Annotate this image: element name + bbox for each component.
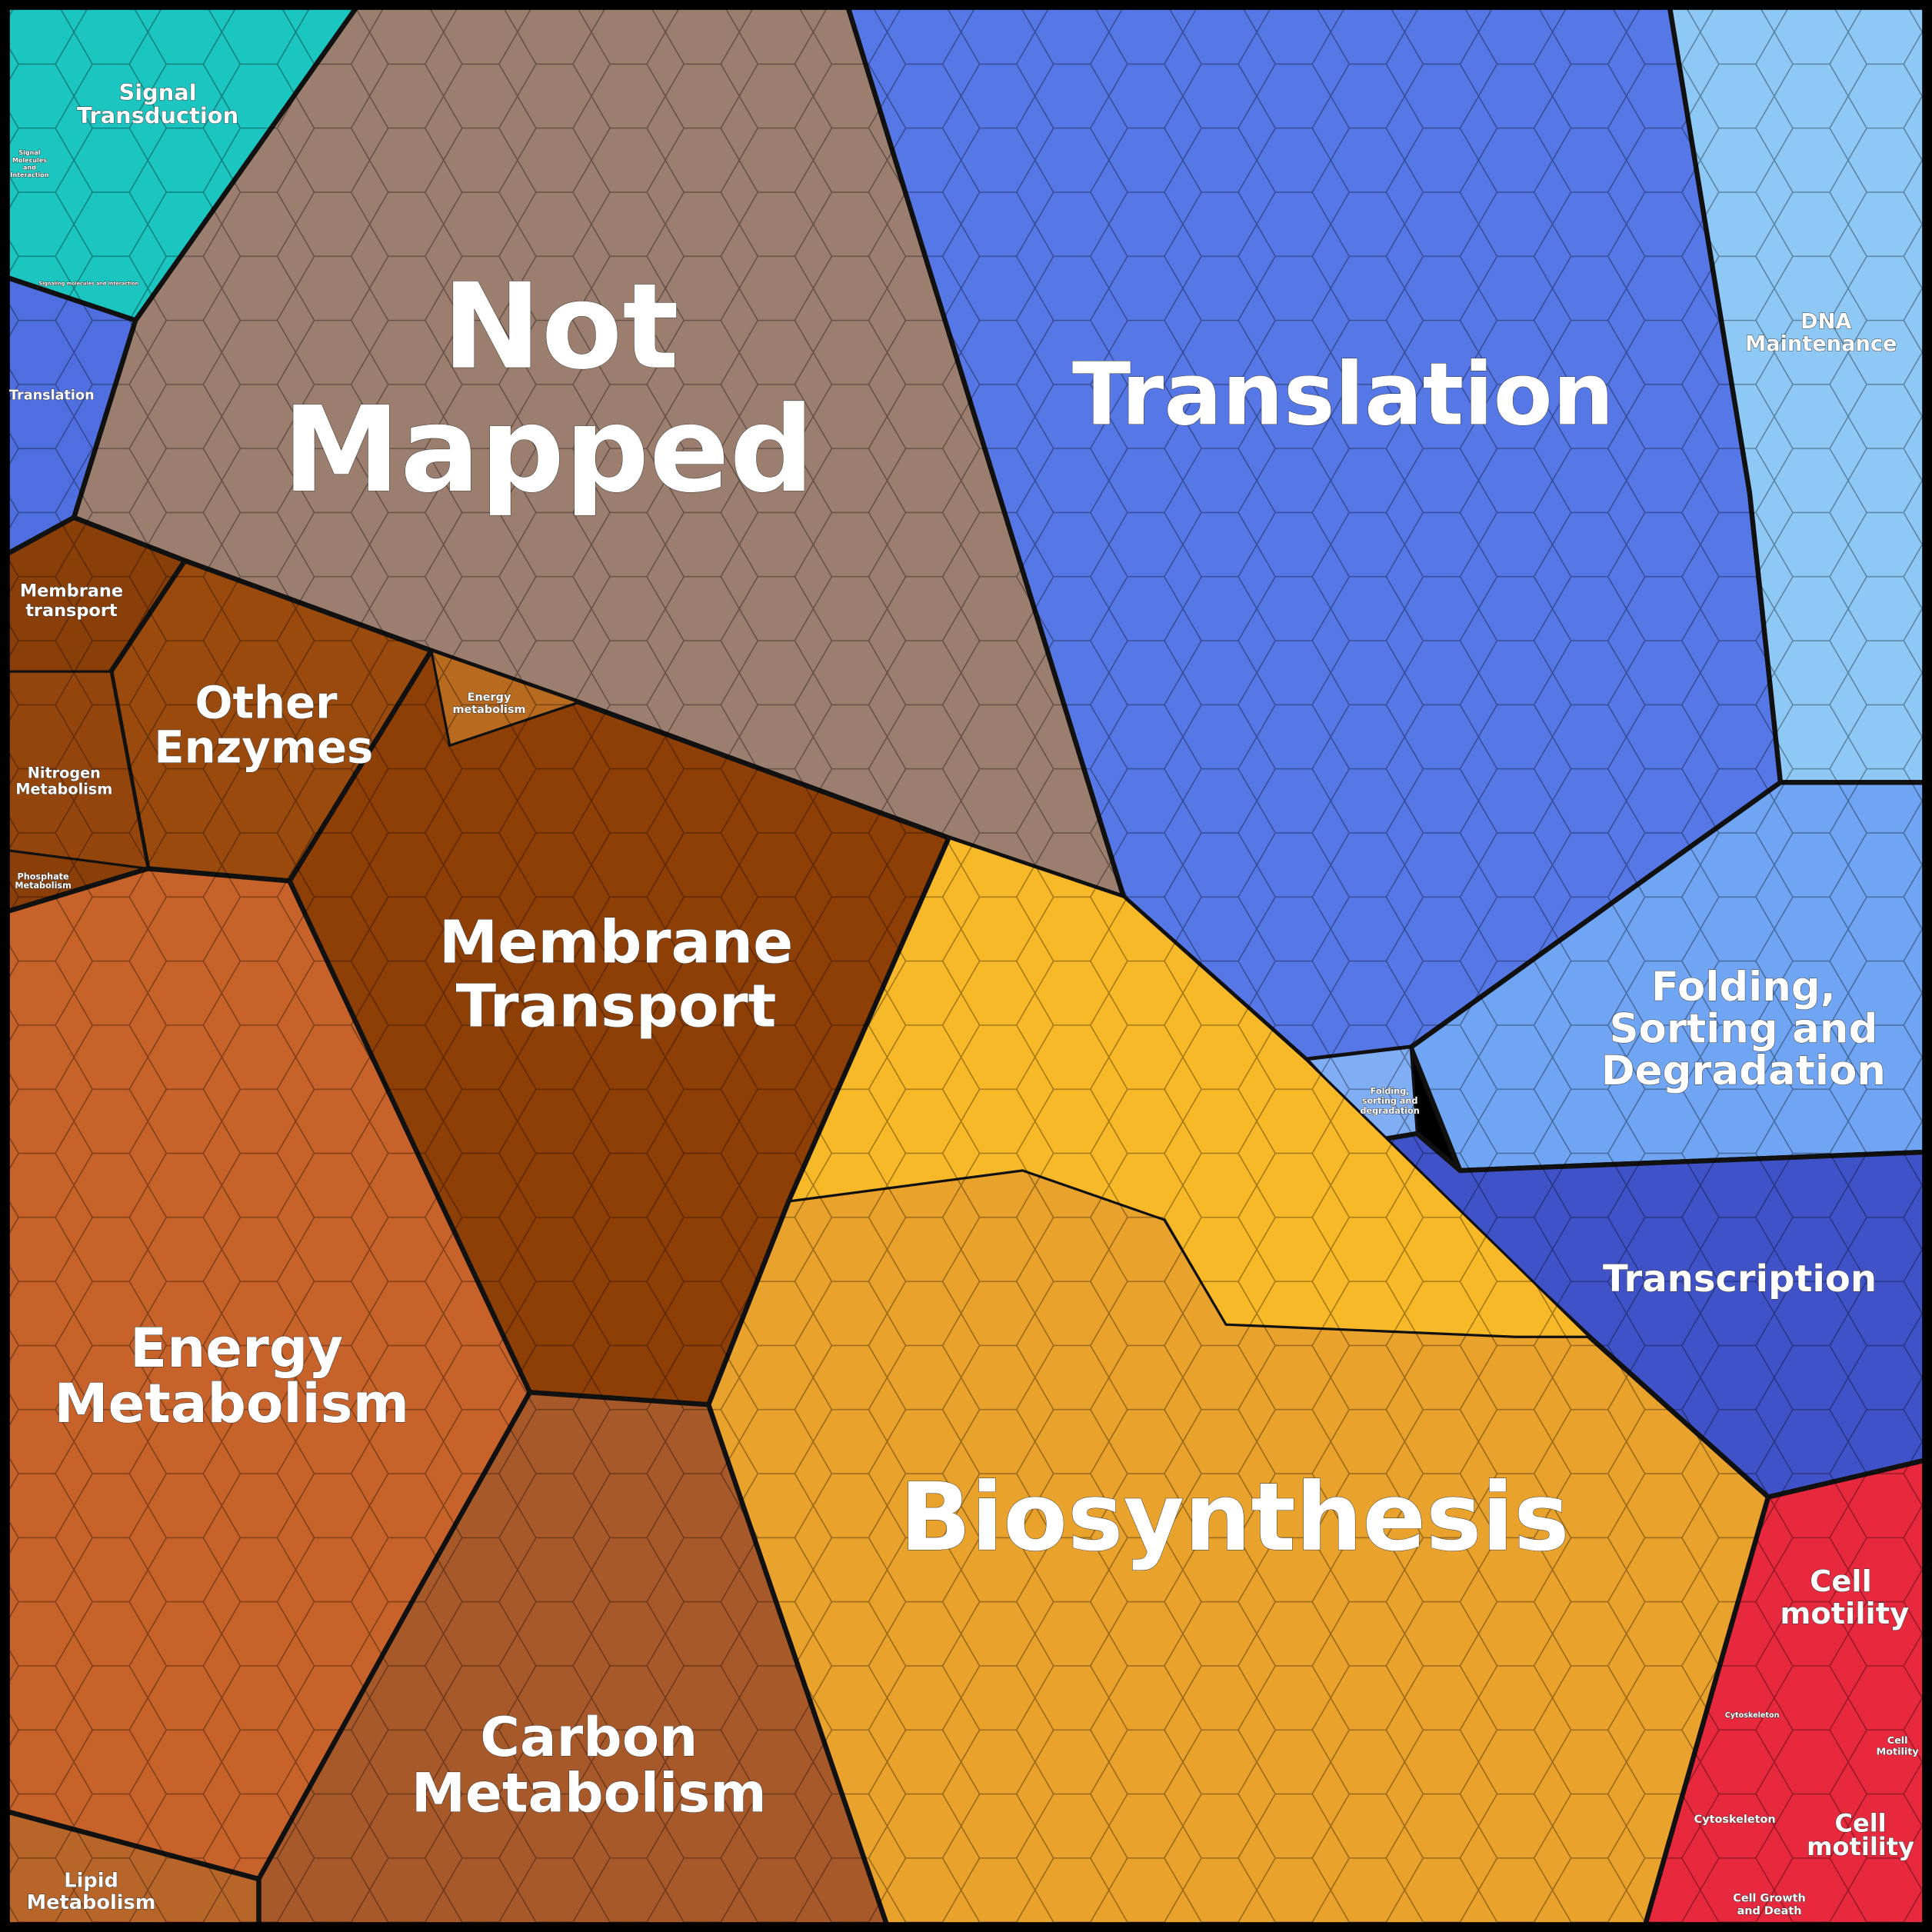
region-label: Translation xyxy=(9,388,95,403)
region-label: Folding, xyxy=(1371,1086,1410,1096)
region-label: Transduction xyxy=(77,102,238,128)
region-label: Motility xyxy=(1877,1747,1920,1758)
region-label: Transcription xyxy=(1603,1257,1877,1301)
region-label: degradation xyxy=(1361,1106,1420,1116)
region-label: Signal xyxy=(18,149,40,156)
region-label: Other xyxy=(195,677,338,729)
region-label: Interaction xyxy=(11,172,49,178)
region-label: Cell xyxy=(1834,1809,1886,1838)
region-label: Mapped xyxy=(282,381,814,519)
region-label: Cell xyxy=(1887,1735,1908,1747)
region-label: Signaling molecules and interaction xyxy=(39,280,139,286)
region-label: Membrane xyxy=(439,908,793,977)
region-label: Energy xyxy=(468,691,511,704)
region-label: Metabolism xyxy=(15,780,112,798)
region-label: Carbon xyxy=(480,1706,698,1769)
region-label: and Death xyxy=(1737,1905,1802,1917)
region-label: Cytoskeleton xyxy=(1725,1711,1780,1720)
region-label: motility xyxy=(1807,1832,1914,1861)
region-label: Degradation xyxy=(1601,1048,1886,1094)
region-label: Energy xyxy=(130,1317,343,1380)
region-label: Phosphate xyxy=(18,872,69,882)
region-label: Metabolism xyxy=(411,1761,767,1824)
cell-texture xyxy=(6,6,1926,1926)
region-label: Cell Growth xyxy=(1733,1893,1806,1905)
labels: Not Mapped Translation Biosynthesis Memb… xyxy=(8,78,1920,1917)
region-label: Lipid xyxy=(64,1869,118,1892)
region-label: sorting and xyxy=(1362,1096,1418,1106)
region-label: Folding, xyxy=(1651,964,1836,1011)
region-label: Cell xyxy=(1810,1564,1872,1599)
region-label: Metabolism xyxy=(27,1891,156,1914)
region-label: Enzymes xyxy=(154,721,373,773)
region-label: Signal xyxy=(118,79,196,105)
region-label: Sorting and xyxy=(1609,1006,1877,1053)
region-label: Nitrogen xyxy=(28,764,101,782)
region-label: Biosynthesis xyxy=(900,1463,1570,1572)
region-label: Membrane xyxy=(20,581,123,601)
region-label: motility xyxy=(1780,1597,1909,1631)
region-label: Metabolism xyxy=(54,1372,409,1435)
region-label: transport xyxy=(25,601,118,621)
region-label: and xyxy=(23,164,36,171)
region-label: Transport xyxy=(456,973,777,1041)
region-label: Not xyxy=(442,258,679,396)
region-label: Translation xyxy=(1072,345,1614,445)
region-label: Molecules xyxy=(12,157,47,164)
region-label: DNA xyxy=(1800,310,1851,334)
region-label: metabolism xyxy=(452,704,525,716)
region-label: Metabolism xyxy=(15,881,71,891)
region-label: Maintenance xyxy=(1745,332,1897,356)
region-label: Cytoskeleton xyxy=(1694,1814,1776,1826)
